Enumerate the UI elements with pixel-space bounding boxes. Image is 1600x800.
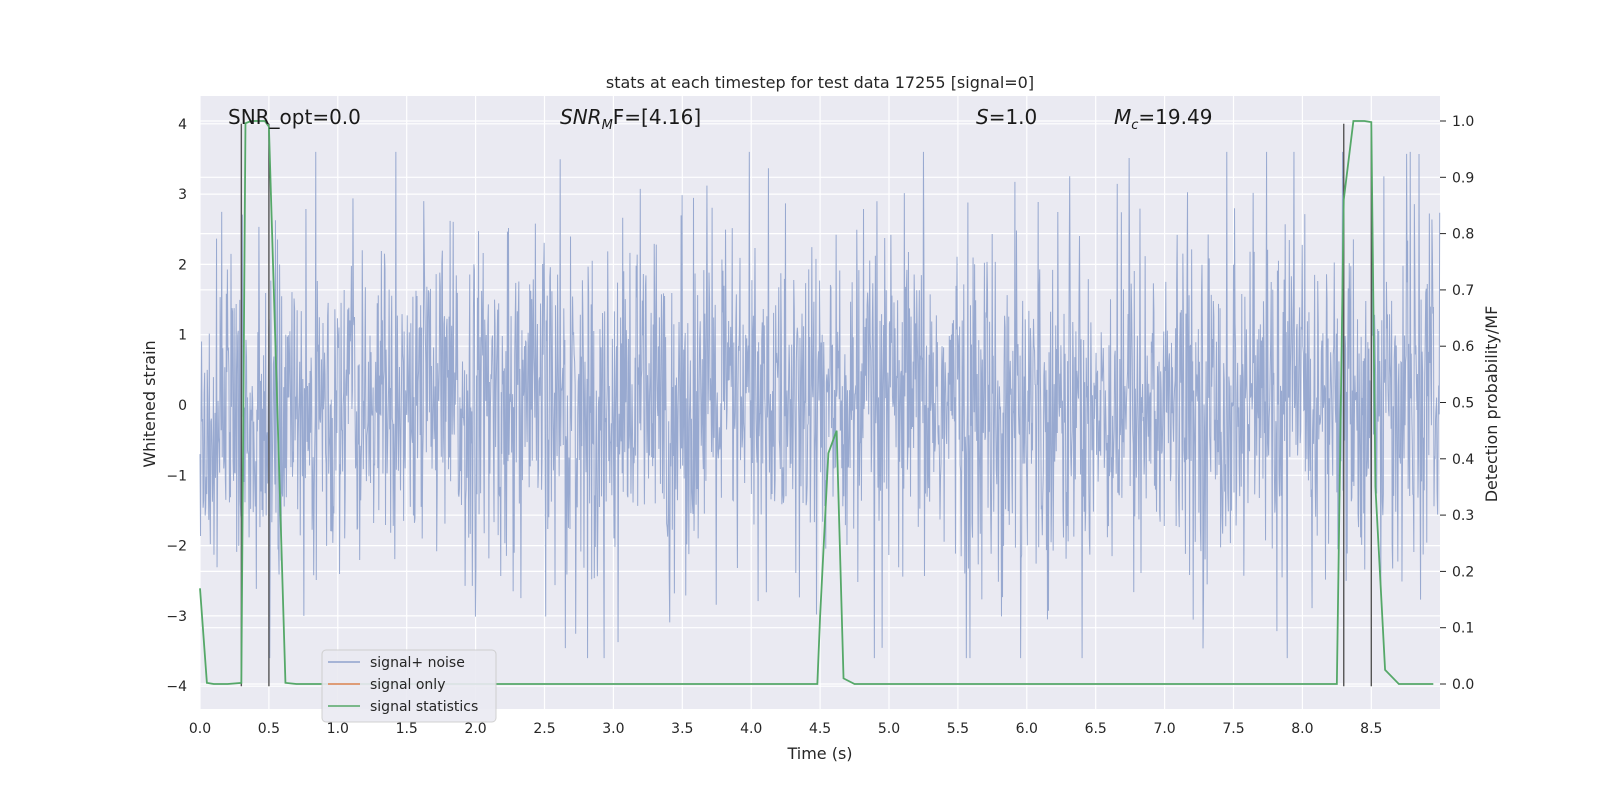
yr-tick-1: 0.1 (1452, 621, 1474, 637)
yr-tick-0: 0.0 (1452, 677, 1474, 693)
x-tick-0: 0.0 (189, 721, 211, 737)
x-tick-2: 1.0 (327, 721, 349, 737)
y-right-axis-label: Detection probability/MF (1482, 306, 1501, 503)
annotation-s-value: =1.0 (989, 105, 1038, 129)
chart-title: stats at each timestep for test data 172… (606, 73, 1034, 92)
x-tick-3: 1.5 (396, 721, 418, 737)
annotation-mc-subscript: c (1131, 118, 1138, 133)
annotation-snr-mf-value: F=[4.16] (613, 105, 701, 129)
yr-tick-7: 0.7 (1452, 283, 1474, 299)
yl-tick-7: 3 (178, 187, 187, 203)
x-tick-12: 6.0 (1016, 721, 1038, 737)
yl-tick-2: −2 (166, 539, 187, 555)
signal-statistics-series (199, 120, 1434, 685)
annotation-snr-opt: SNR_opt=0.0 (228, 105, 361, 129)
annotation-mc-value: =19.49 (1138, 105, 1212, 129)
annotation-snr-mf-symbol: SNR (560, 105, 602, 129)
yl-tick-3: −1 (166, 468, 187, 484)
yr-tick-9: 0.9 (1452, 170, 1474, 186)
x-tick-4: 2.0 (464, 721, 486, 737)
x-axis-label: Time (s) (786, 744, 852, 763)
annotation-mc-symbol: M (1114, 105, 1131, 129)
annotation-snr-mf: SNRMF=[4.16] (560, 105, 701, 133)
annotation-mc: Mc=19.49 (1114, 105, 1212, 133)
y-right-tick-labels: 0.0 0.1 0.2 0.3 0.4 0.5 0.6 0.7 0.8 0.9 1.0 (1440, 114, 1474, 693)
yl-tick-6: 2 (178, 257, 187, 273)
legend-box (321, 649, 497, 723)
signal-noise-series (199, 151, 1441, 659)
x-tick-1: 0.5 (258, 721, 280, 737)
yl-tick-5: 1 (178, 328, 187, 344)
x-tick-9: 4.5 (809, 721, 831, 737)
yr-tick-2: 0.2 (1452, 564, 1474, 580)
x-tick-6: 3.0 (602, 721, 624, 737)
y-left-axis-label: Whitened strain (140, 340, 159, 467)
x-tick-labels: 0.0 0.5 1.0 1.5 2.0 2.5 3.0 3.5 4.0 4.5 5.0 5.5 6.0 6… (189, 721, 1383, 737)
x-tick-13: 6.5 (1085, 721, 1107, 737)
yl-tick-1: −3 (166, 609, 187, 625)
yl-tick-4: 0 (178, 398, 187, 414)
legend-label-signal-statistics: signal statistics (370, 699, 478, 715)
x-tick-15: 7.5 (1222, 721, 1244, 737)
yr-tick-4: 0.4 (1452, 452, 1474, 468)
x-tick-17: 8.5 (1360, 721, 1382, 737)
legend: signal+ noise signal only signal statist… (321, 649, 497, 723)
x-tick-7: 3.5 (671, 721, 693, 737)
yl-tick-8: 4 (178, 117, 187, 133)
x-tick-14: 7.0 (1153, 721, 1175, 737)
annotation-snr-mf-subscript: M (602, 118, 613, 133)
yl-tick-0: −4 (166, 679, 187, 695)
annotation-s-symbol: S (976, 105, 989, 129)
x-tick-11: 5.5 (947, 721, 969, 737)
x-tick-16: 8.0 (1291, 721, 1313, 737)
yr-tick-5: 0.5 (1452, 396, 1474, 412)
annotation-s: S=1.0 (976, 105, 1037, 129)
yr-tick-3: 0.3 (1452, 508, 1474, 524)
x-tick-5: 2.5 (533, 721, 555, 737)
yr-tick-8: 0.8 (1452, 227, 1474, 243)
legend-label-signal-only: signal only (370, 677, 445, 693)
signal-statistics-line (199, 120, 1434, 685)
legend-label-signal-noise: signal+ noise (370, 655, 465, 671)
y-left-tick-labels: −4 −3 −2 −1 0 1 2 3 4 (166, 117, 187, 695)
x-tick-10: 5.0 (878, 721, 900, 737)
signal-noise-line (199, 151, 1441, 659)
yr-tick-10: 1.0 (1452, 114, 1474, 130)
yr-tick-6: 0.6 (1452, 339, 1474, 355)
x-tick-8: 4.0 (740, 721, 762, 737)
